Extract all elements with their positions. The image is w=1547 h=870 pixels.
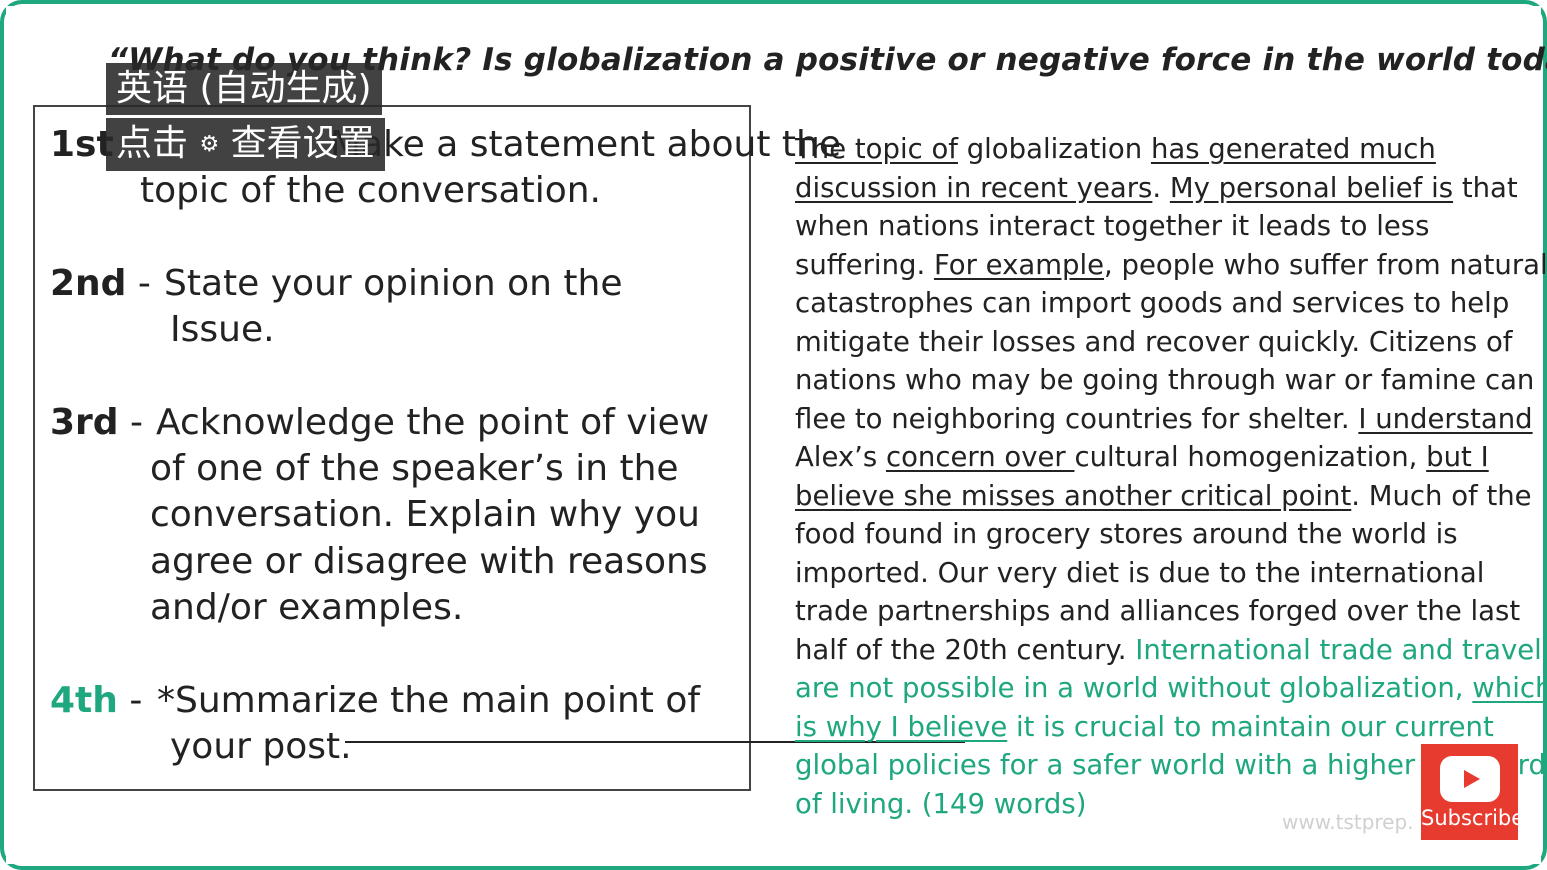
essay-conclusion: are not possible in a world without glob… [795, 672, 1473, 704]
essay-text: flee to neighboring countries for shelte… [795, 402, 1359, 435]
essay-conclusion: of living. (149 words) [795, 787, 1087, 820]
essay-phrase: I understand [1358, 402, 1533, 435]
essay-phrase: The topic of [795, 133, 958, 165]
gear-icon: ⚙ [199, 132, 220, 157]
essay-phrase: has generated much [1150, 133, 1436, 165]
step-number: 2nd [50, 263, 127, 304]
essay-text: . Much of the [1351, 479, 1532, 512]
step-3-line-1: Acknowledge the point of view [156, 402, 710, 443]
step-4: 4th - [50, 678, 142, 724]
essay-phrase: but I [1426, 441, 1489, 473]
essay-phrase: concern over [885, 441, 1075, 473]
step-3-line-2: of one of the speaker’s in the [150, 448, 679, 489]
step-3-line-3: conversation. Explain why you [150, 494, 700, 535]
step-number: 3rd [50, 402, 119, 443]
essay-phrase: believe she misses another critical poin… [795, 479, 1352, 512]
caption-language[interactable]: 英语 (自动生成) [106, 63, 382, 115]
essay-text: suffering. [795, 248, 934, 281]
caption-settings-hint[interactable]: 点击 ⚙ 查看设置 [106, 118, 385, 171]
subscribe-label: Subscribe [1421, 806, 1525, 830]
step-dash: - [126, 263, 151, 304]
step-2-line-2: Issue. [170, 309, 275, 350]
essay-text: Alex’s [795, 441, 886, 473]
subscribe-button[interactable]: Subscribe [1421, 744, 1525, 840]
essay-line: mitigate their losses and recover quickl… [795, 325, 1513, 358]
essay-text: , people who suffer from natural [1104, 248, 1547, 281]
step-4-line-2: your post. [170, 726, 352, 767]
watermark: www.tstprep. [1282, 810, 1414, 834]
step-number: 1st [50, 124, 114, 165]
essay-line: nations who may be going through war or … [795, 364, 1535, 396]
essay-phrase: For example [933, 248, 1105, 281]
essay-text: cultural homogenization, [1074, 441, 1427, 473]
essay-text: that [1453, 171, 1518, 204]
step-1-line-1: Make a statement about the [330, 124, 841, 165]
essay-text: half of the 20th century. [795, 633, 1136, 666]
step-3: 3rd - [50, 400, 143, 446]
step-4-line-1: *Summarize the main point of [157, 680, 701, 721]
steps-box [33, 105, 751, 791]
caption-view-settings-text: 查看设置 [230, 123, 375, 164]
step-2: 2nd - [50, 261, 151, 307]
essay-conclusion: global policies for a safer world with a… [795, 749, 1546, 781]
step-number: 4th [50, 680, 118, 721]
essay-line: catastrophes can import goods and servic… [795, 287, 1510, 319]
step-2-line-1: State your opinion on the [164, 263, 623, 304]
strike-line [345, 741, 965, 743]
step-3-line-4: agree or disagree with reasons [150, 541, 708, 582]
essay-phrase: My personal belief is [1169, 171, 1454, 204]
essay-conclusion: International trade and travel [1135, 633, 1542, 666]
essay-phrase: is why I believe [795, 710, 1008, 743]
step-1-line-2: topic of the conversation. [140, 170, 602, 211]
caption-click-text: 点击 [116, 123, 189, 164]
essay-text: globalization [957, 133, 1151, 165]
youtube-play-icon [1440, 756, 1500, 802]
essay-line: trade partnerships and alliances forged … [795, 595, 1521, 627]
essay-text: . [1152, 171, 1170, 204]
essay-line: when nations interact together it leads … [795, 210, 1430, 242]
essay-conclusion: it is crucial to maintain our current [1007, 710, 1494, 743]
step-dash: - [117, 680, 143, 721]
sample-response: The topic of globalization has generated… [795, 130, 1547, 823]
essay-phrase: discussion in recent years [795, 171, 1153, 204]
step-dash: - [118, 402, 144, 443]
step-3-line-5: and/or examples. [150, 587, 464, 628]
essay-line: imported. Our very diet is due to the in… [795, 556, 1485, 589]
essay-phrase: which [1472, 672, 1547, 704]
essay-line: food found in grocery stores around the … [795, 518, 1458, 550]
